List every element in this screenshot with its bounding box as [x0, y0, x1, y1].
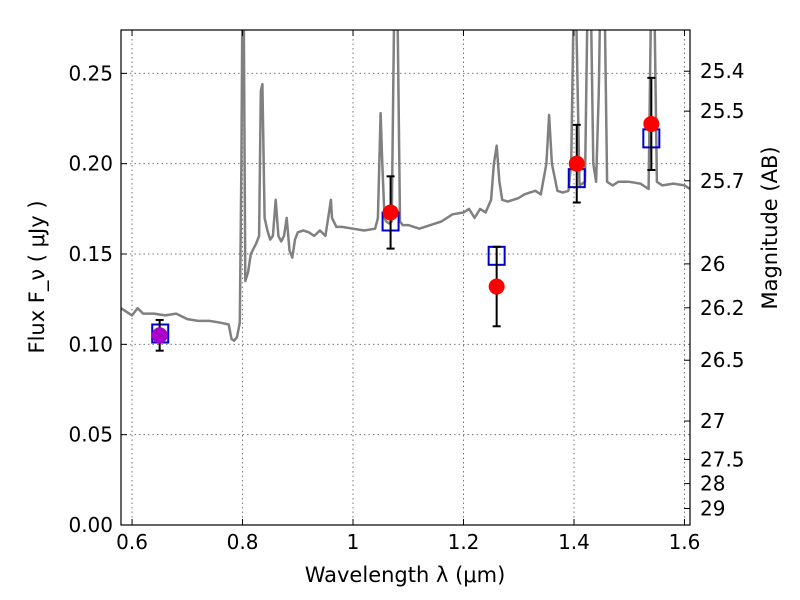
spectrum-path [121, 30, 690, 342]
x-tick-label: 1 [347, 530, 360, 554]
y-tick-label: 0.10 [68, 332, 113, 356]
mag-tick-label: 28 [700, 472, 725, 496]
x-tick-label: 1.6 [669, 530, 701, 554]
observed-point [568, 155, 585, 172]
y-tick-label: 0.00 [68, 513, 113, 537]
mag-tick-label: 26 [700, 252, 725, 276]
mag-tick-label: 25.7 [700, 169, 745, 193]
grid-lines [121, 30, 690, 526]
photometry-markers [151, 76, 661, 352]
mag-tick-label: 27.5 [700, 447, 745, 471]
mag-tick-label: 25.5 [700, 99, 745, 123]
mag-tick-label: 26.5 [700, 348, 745, 372]
plot-frame [120, 29, 691, 526]
spectrum-line [121, 30, 690, 342]
x-tick-label: 0.6 [116, 530, 148, 554]
y-tick-label: 0.25 [68, 61, 113, 85]
x-tick-label: 1.4 [558, 530, 590, 554]
y-tick-label: 0.20 [68, 152, 113, 176]
observed-point [643, 115, 660, 132]
x-axis-label: Wavelength λ (μm) [305, 563, 506, 587]
observed-point [151, 327, 168, 344]
y-tick-label: 0.15 [68, 242, 113, 266]
y-axis-label-right: Magnitude (AB) [758, 146, 782, 309]
axis-ticks [121, 30, 690, 526]
mag-tick-label: 25.4 [700, 59, 745, 83]
x-tick-label: 1.2 [448, 530, 480, 554]
mag-tick-label: 27 [700, 409, 725, 433]
tick-labels: 0.6 0.8 1 1.2 1.4 1.6 0.00 0.05 0.10 0.15 0.20 0.25… [68, 59, 744, 554]
y-axis-label: Flux F_ν ( μJy ) [25, 200, 50, 353]
observed-point [382, 204, 399, 221]
x-tick-label: 0.8 [227, 530, 259, 554]
y-tick-label: 0.05 [68, 423, 113, 447]
mag-tick-label: 26.2 [700, 296, 745, 320]
observed-point [488, 278, 505, 295]
mag-tick-label: 29 [700, 497, 725, 521]
